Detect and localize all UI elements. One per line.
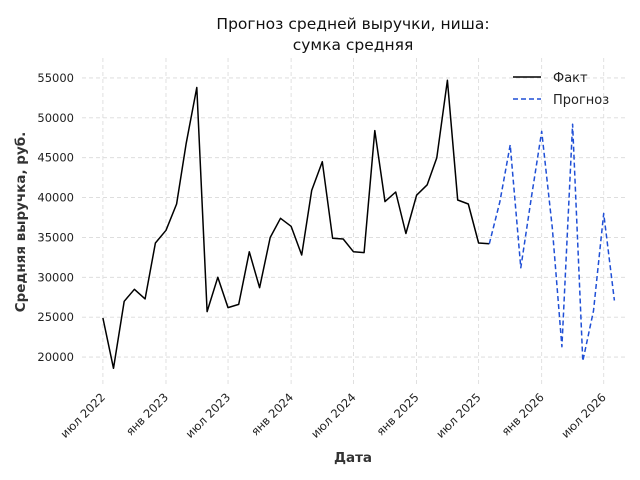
y-tick-label: 35000	[37, 230, 74, 244]
y-tick-label: 55000	[37, 71, 74, 85]
x-tick-label: июл 2022	[58, 390, 109, 441]
grid	[82, 58, 625, 385]
y-tick-label: 40000	[37, 191, 74, 205]
x-tick-label: янв 2026	[499, 390, 547, 438]
series-line-1	[488, 123, 616, 362]
y-axis-ticks: 20000 25000 30000 35000 40000 45000 50000 55000	[37, 71, 74, 364]
legend-label-0: Факт	[553, 71, 588, 86]
y-tick-label: 45000	[37, 151, 74, 165]
y-tick-label: 20000	[37, 350, 74, 364]
legend: Факт Прогноз	[513, 71, 609, 108]
x-tick-label: янв 2024	[248, 390, 296, 438]
x-tick-label: июл 2026	[558, 390, 609, 441]
x-tick-label: июл 2023	[183, 390, 234, 441]
x-tick-label: янв 2025	[374, 390, 422, 438]
x-tick-label: июл 2025	[433, 390, 484, 441]
x-axis-label: Дата	[334, 450, 372, 466]
series	[102, 79, 616, 370]
x-tick-label: июл 2024	[308, 390, 359, 441]
legend-label-1: Прогноз	[553, 93, 609, 108]
y-axis-label: Средняя выручка, руб.	[13, 132, 29, 313]
chart-title-line-2: сумка средняя	[293, 36, 414, 54]
y-tick-label: 50000	[37, 111, 74, 125]
series-line-0	[102, 79, 490, 370]
y-tick-label: 25000	[37, 310, 74, 324]
y-tick-label: 30000	[37, 270, 74, 284]
x-axis-ticks: июл 2022 янв 2023 июл 2023 янв 2024 июл 2024…	[58, 390, 609, 441]
x-tick-label: янв 2023	[123, 390, 171, 438]
chart-title-line-1: Прогноз средней выручки, ниша:	[216, 15, 489, 33]
